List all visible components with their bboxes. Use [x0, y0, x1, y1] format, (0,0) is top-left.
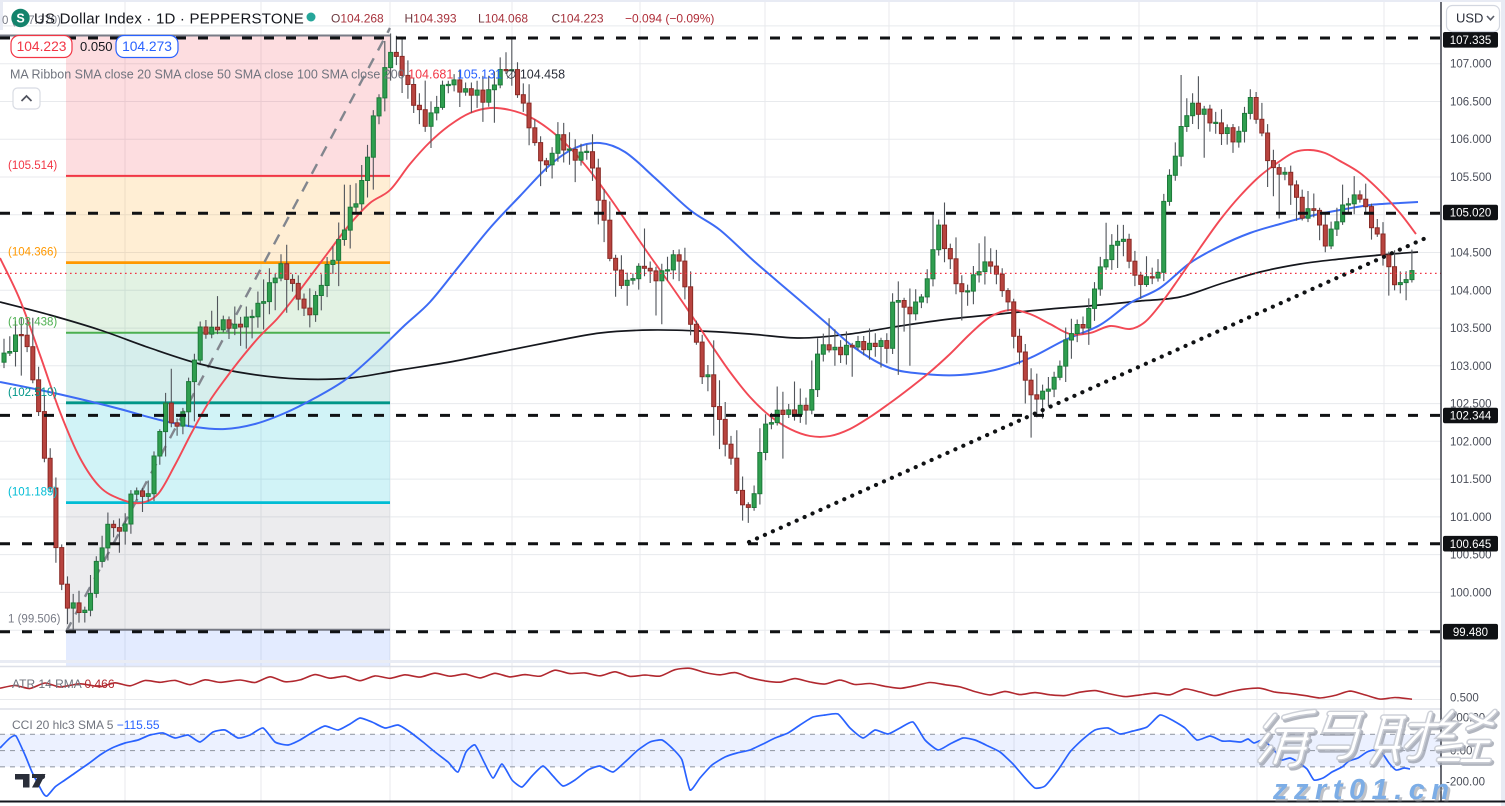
svg-text:L104.068: L104.068: [478, 12, 528, 26]
svg-text:104.500: 104.500: [1450, 248, 1492, 260]
svg-text:-200.00: -200.00: [1446, 777, 1485, 789]
svg-text:(105.514): (105.514): [8, 160, 57, 172]
svg-text:105.500: 105.500: [1450, 172, 1492, 184]
svg-text:102.344: 102.344: [1450, 411, 1492, 423]
svg-text:1 (99.506): 1 (99.506): [8, 614, 61, 626]
svg-text:106.500: 106.500: [1450, 97, 1492, 109]
svg-text:(101.189): (101.189): [8, 487, 57, 499]
svg-text:(104.366): (104.366): [8, 247, 57, 259]
svg-text:−0.094 (−0.09%): −0.094 (−0.09%): [625, 12, 714, 26]
svg-text:H104.393: H104.393: [405, 12, 457, 26]
svg-text:102.000: 102.000: [1450, 436, 1492, 448]
svg-text:zzrt01.cn: zzrt01.cn: [1272, 774, 1456, 806]
svg-text:MA Ribbon SMA close 20 SMA clo: MA Ribbon SMA close 20 SMA close 50 SMA …: [10, 68, 565, 82]
svg-text:107.000: 107.000: [1450, 59, 1492, 71]
svg-text:C104.223: C104.223: [552, 12, 604, 26]
svg-text:0.500: 0.500: [1450, 693, 1479, 705]
svg-text:104.273: 104.273: [122, 39, 172, 54]
svg-text:S: S: [16, 11, 24, 25]
svg-text:103.500: 103.500: [1450, 323, 1492, 335]
svg-text:106.000: 106.000: [1450, 134, 1492, 146]
svg-text:0.050: 0.050: [80, 39, 113, 54]
svg-text:O104.268: O104.268: [331, 12, 384, 26]
svg-text:101.000: 101.000: [1450, 512, 1492, 524]
svg-text:CCI 20 hlc3 SMA 5 −115.55: CCI 20 hlc3 SMA 5 −115.55: [12, 718, 160, 732]
svg-text:101.500: 101.500: [1450, 474, 1492, 486]
svg-text:104.000: 104.000: [1450, 285, 1492, 297]
svg-text:104.223: 104.223: [17, 39, 67, 54]
svg-text:105.020: 105.020: [1450, 208, 1492, 220]
svg-text:102.500: 102.500: [1450, 399, 1492, 411]
svg-text:zzrt01.cn: zzrt01.cn: [1275, 777, 1459, 806]
svg-text:100.645: 100.645: [1450, 539, 1492, 551]
svg-text:ATR 14 RMA 0.466: ATR 14 RMA 0.466: [12, 677, 115, 691]
svg-text:(102.510): (102.510): [8, 387, 57, 399]
svg-text:100.500: 100.500: [1450, 550, 1492, 562]
svg-text:(103.438): (103.438): [8, 317, 57, 329]
svg-text:99.480: 99.480: [1453, 627, 1488, 639]
svg-text:107.335: 107.335: [1450, 35, 1492, 47]
svg-text:100.000: 100.000: [1450, 587, 1492, 599]
svg-text:103.000: 103.000: [1450, 361, 1492, 373]
svg-text:USD: USD: [1456, 11, 1483, 26]
svg-text:US Dollar Index · 1D · PEPPERS: US Dollar Index · 1D · PEPPERSTONE: [34, 11, 304, 28]
